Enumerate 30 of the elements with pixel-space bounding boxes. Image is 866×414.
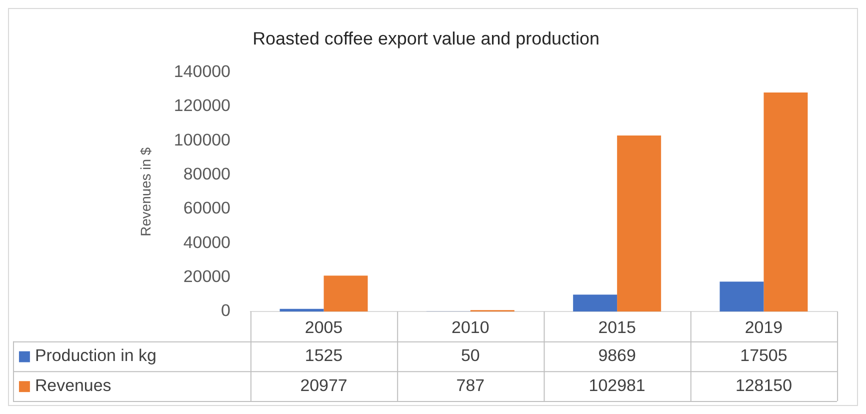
data-label: 787 [456,376,485,395]
y-tick-label: 60000 [183,198,230,218]
x-tick-label: 2005 [304,318,343,338]
data-label: 50 [460,346,480,365]
data-label: 102981 [588,376,646,395]
y-tick-label: 140000 [174,62,230,81]
data-label: 128150 [735,376,792,395]
y-tick-label: 100000 [174,130,230,150]
data-label: 1525 [304,346,343,365]
y-tick-label: 40000 [183,232,230,252]
x-tick-label: 2019 [744,318,783,338]
data-label: 17505 [740,346,788,365]
bar [720,282,764,312]
bar [617,136,662,312]
y-tick-label: 80000 [183,164,230,184]
bar [324,276,368,312]
legend-label: Production in kg [34,346,156,365]
chart-title: Roasted coffee export value and production [252,28,600,49]
y-tick-label: 0 [221,301,230,320]
x-tick-label: 2010 [452,318,490,338]
bar [764,92,808,312]
data-label: 20977 [300,376,348,395]
bar [573,294,618,312]
bar [280,308,324,312]
y-tick-label: 120000 [174,96,230,116]
x-tick-label: 2015 [598,318,636,338]
y-tick-label: 20000 [183,266,230,286]
legend-label: Revenues [34,376,112,395]
y-axis-title: Revenues in $ [138,147,154,236]
data-label: 9869 [598,346,636,365]
